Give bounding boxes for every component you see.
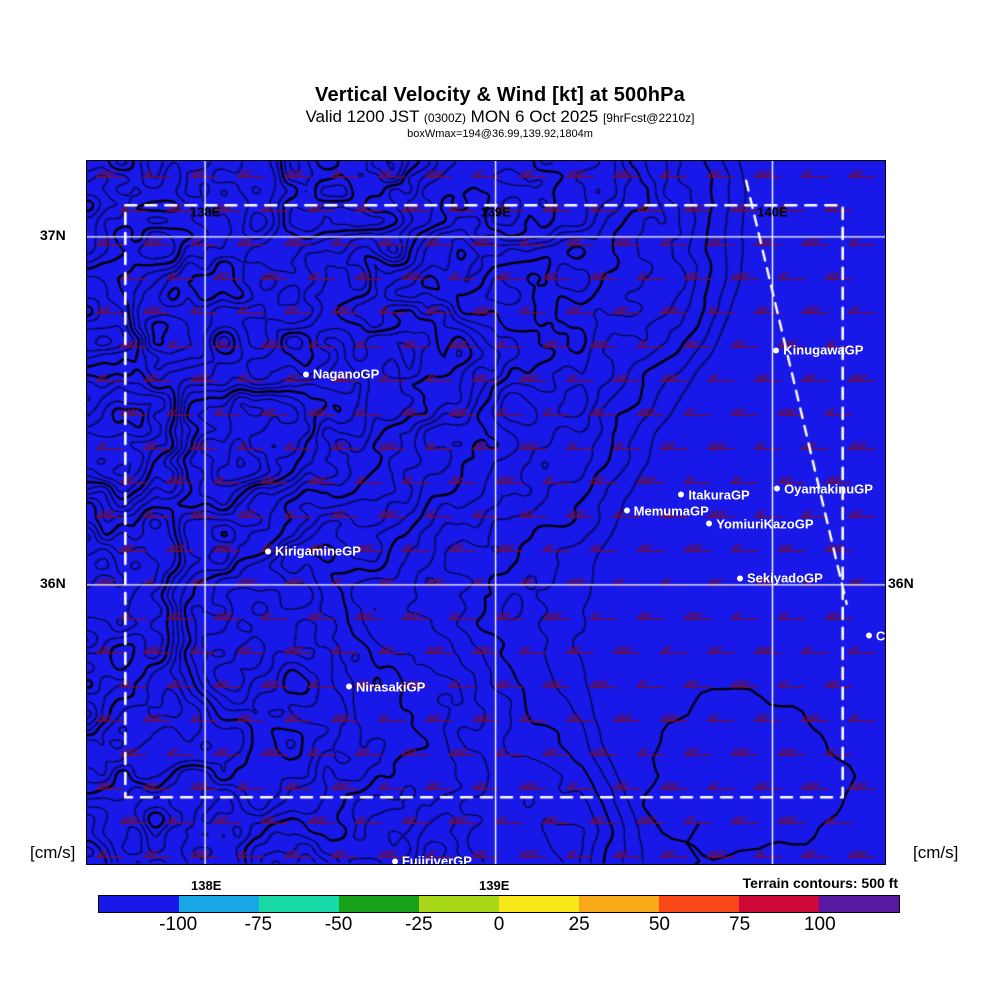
colorbar-tick--25: -25 (405, 914, 433, 935)
units-label-left: [cm/s] (30, 843, 76, 862)
station-label: FujiriverGP (401, 853, 472, 865)
station-dot-icon (302, 371, 309, 378)
colorbar-band-5 (499, 896, 579, 912)
station-label: SekiyadoGP (746, 570, 823, 586)
colorbar-band-3 (339, 896, 419, 912)
colorbar-band-2 (259, 896, 339, 912)
station-dot-icon (345, 683, 352, 690)
boxwmax-annotation: boxWmax=194@36.99,139.92,1804m (407, 128, 593, 140)
colorbar-band-0 (99, 896, 179, 912)
station-marker[interactable]: ItakuraGP (678, 487, 750, 503)
station-dot-icon (391, 858, 398, 864)
station-label: NaganoGP (312, 366, 380, 382)
colorbar[interactable] (98, 895, 900, 913)
lon-label-bottom-139E: 139E (479, 878, 510, 893)
colorbar-tick--100: -100 (159, 914, 198, 935)
page-title: Vertical Velocity & Wind [kt] at 500hPa (315, 84, 685, 106)
colorbar-tick-0: 0 (493, 914, 505, 935)
forecast-tag: [9hrFcst@2210z] (602, 111, 695, 125)
station-marker[interactable]: MemumaGP (623, 503, 709, 519)
lat-label-right-36N: 36N (888, 574, 914, 591)
station-dot-icon (774, 485, 781, 492)
station-dot-icon (678, 491, 685, 498)
lon-label-140E: 140E (757, 204, 788, 220)
station-dot-icon (773, 347, 780, 354)
lon-label-139E: 139E (480, 204, 511, 220)
station-label: MemumaGP (633, 503, 709, 519)
terrain-contour-note: Terrain contours: 500 ft (742, 875, 898, 891)
title-block: Vertical Velocity & Wind [kt] at 500hPa … (0, 84, 1000, 141)
valid-time-line: Valid 1200 JST (0300Z) MON 6 Oct 2025 [9… (0, 107, 1000, 128)
station-dot-icon (865, 632, 872, 639)
station-marker[interactable]: YomiuriKazoGP (706, 516, 814, 532)
station-dot-icon (623, 507, 630, 514)
station-marker[interactable]: FujiriverGP (391, 853, 472, 865)
colorbar-tick-75: 75 (729, 914, 751, 935)
valid-time-utc: (0300Z) (423, 111, 466, 125)
station-marker[interactable]: NirasakiGP (345, 679, 426, 695)
colorbar-tick-100: 100 (803, 914, 836, 935)
colorbar-band-8 (739, 896, 819, 912)
colorbar-tick--50: -50 (324, 914, 353, 935)
lat-label-left-37N: 37N (40, 226, 66, 243)
station-marker[interactable]: NaganoGP (302, 366, 380, 382)
colorbar-band-9 (819, 896, 899, 912)
station-marker[interactable]: KirigamineGP (264, 543, 361, 559)
lon-label-bottom-138E: 138E (191, 878, 222, 893)
station-marker[interactable]: OyamakinuGP (774, 481, 873, 496)
colorbar-band-4 (419, 896, 499, 912)
station-marker[interactable]: Chitose (865, 628, 886, 644)
colorbar-tick-25: 25 (568, 914, 590, 935)
station-label: KinugawaGP (783, 342, 864, 358)
colorbar-band-6 (579, 896, 659, 912)
station-label: YomiuriKazoGP (716, 516, 814, 532)
map-plot-area[interactable]: 138E 139E 140E NaganoGP KinugawaGP OyamakinuG… (86, 160, 886, 865)
colorbar-tick--75: -75 (244, 914, 273, 935)
station-dot-icon (736, 575, 743, 582)
colorbar-tick-50: 50 (648, 914, 670, 935)
station-dot-icon (264, 548, 271, 555)
units-label-right: [cm/s] (913, 843, 959, 862)
station-label: OyamakinuGP (784, 481, 873, 497)
lon-label-138E: 138E (189, 204, 221, 220)
colorbar-band-7 (659, 896, 739, 912)
lat-label-left-36N: 36N (40, 574, 66, 591)
station-marker[interactable]: KinugawaGP (773, 343, 863, 358)
station-marker[interactable]: SekiyadoGP (736, 570, 823, 586)
station-dot-icon (706, 520, 713, 527)
vertical-velocity-field (87, 161, 885, 864)
station-label: NirasakiGP (355, 679, 426, 695)
colorbar-band-1 (179, 896, 259, 912)
station-label: Chitose (875, 628, 886, 644)
colorbar-tick-labels: -100 -75 -50 -25 0 25 50 75 100 (98, 914, 900, 940)
valid-time-prefix: Valid 1200 JST (305, 107, 424, 126)
valid-date: MON 6 Oct 2025 (465, 107, 603, 126)
station-label: KirigamineGP (274, 543, 361, 559)
station-label: ItakuraGP (688, 487, 750, 503)
